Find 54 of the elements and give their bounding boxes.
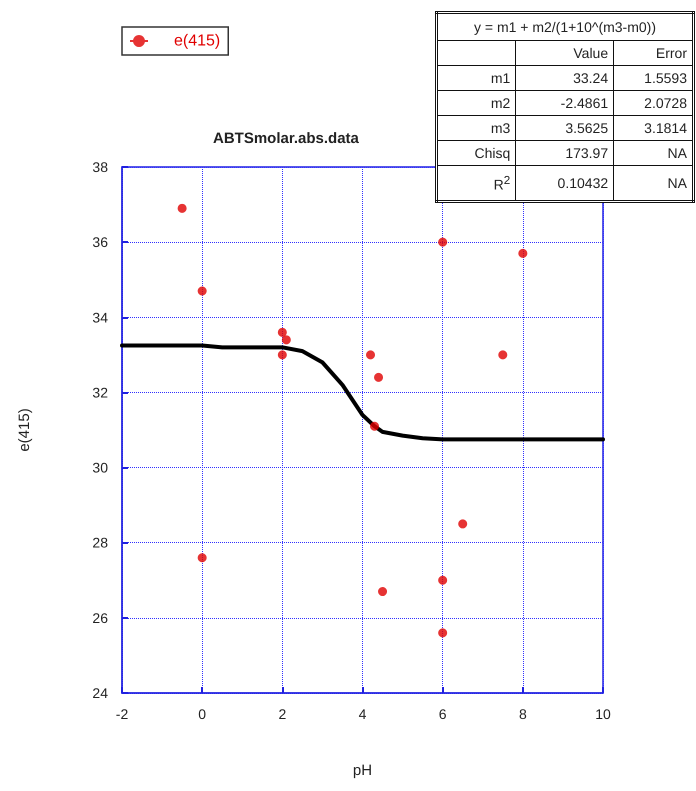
point (438, 628, 448, 638)
point (198, 286, 207, 296)
x-axis-title: pH (352, 762, 372, 779)
x-tick-label: -2 (116, 706, 128, 722)
x-tick-label: 6 (438, 706, 447, 722)
text: 3.1814 (644, 120, 687, 136)
y-tick-label: 24 (92, 685, 108, 701)
point (498, 350, 508, 360)
y-tick-label: 38 (92, 159, 108, 175)
point (178, 204, 187, 213)
y-tick-label: 28 (92, 534, 108, 551)
annotation: 0.10432 (516, 166, 614, 202)
point (282, 335, 291, 344)
point (518, 248, 528, 258)
point (438, 238, 448, 247)
text: -2.4861 (560, 95, 608, 111)
text: m3 (490, 120, 510, 136)
x-tick-label: 0 (198, 706, 206, 722)
text: Error (656, 45, 687, 61)
y-tick-label: 30 (92, 460, 108, 476)
text: m2 (490, 95, 510, 111)
text: Chisq (474, 145, 510, 161)
x-tick-label: 8 (518, 706, 527, 722)
legend-label: e(415) (174, 32, 220, 50)
point (278, 350, 287, 360)
point (370, 422, 380, 431)
point (458, 519, 468, 528)
text: NA (668, 145, 687, 161)
point (378, 587, 388, 596)
x-tick-label: 4 (358, 706, 367, 722)
text: y = m1 + m2/(1+10^(m3-m0)) (474, 19, 656, 35)
text: Value (573, 45, 608, 61)
text: 3.5625 (565, 120, 608, 136)
point (278, 328, 287, 337)
x-tick-label: 10 (595, 706, 611, 722)
text: 1.5593 (644, 70, 687, 86)
text: 2.0728 (644, 95, 687, 111)
annotation: R$^{2}$ (436, 166, 516, 202)
y-tick-label: 26 (92, 610, 108, 626)
point (374, 372, 384, 382)
y-tick-label: 34 (92, 309, 108, 326)
y-tick-label: 32 (92, 384, 108, 400)
line-series (120, 343, 605, 442)
text: 33.24 (573, 70, 608, 86)
text: 173.97 (565, 145, 608, 161)
y-tick-label: 36 (92, 234, 108, 250)
text: NA (668, 175, 687, 191)
point (366, 350, 376, 360)
x-tick-label: 2 (278, 706, 286, 722)
text: m1 (490, 70, 510, 86)
chart-title: ABTSmolar.abs.data (213, 130, 360, 147)
point (198, 553, 207, 562)
point (438, 576, 448, 585)
y-axis-title: e(415) (16, 408, 33, 452)
